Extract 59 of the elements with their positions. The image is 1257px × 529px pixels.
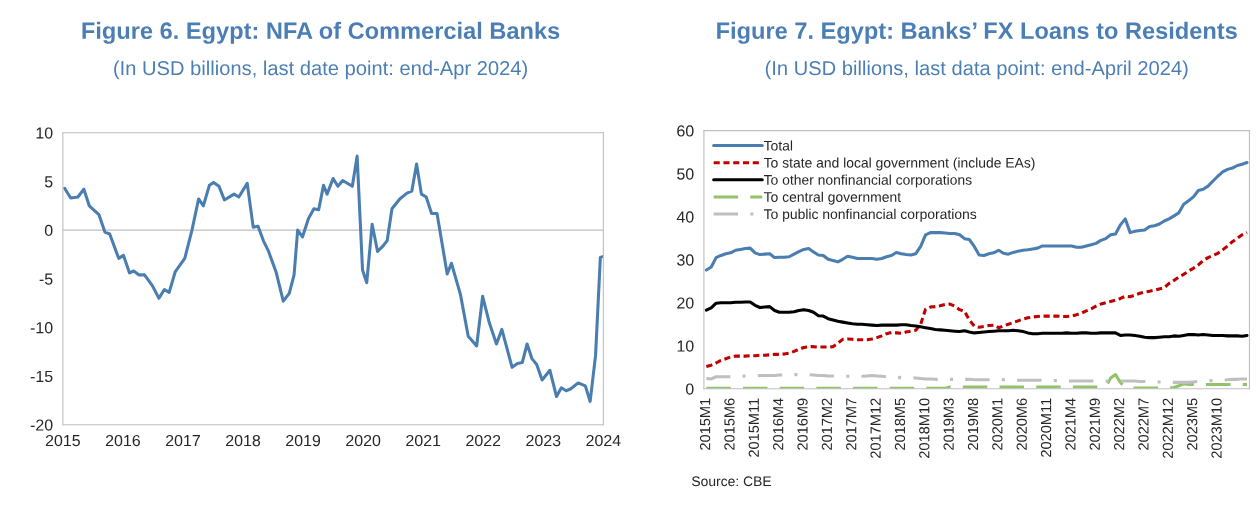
- line-series: [704, 300, 1249, 340]
- x-tick-label: 2018M5: [894, 398, 906, 450]
- x-tick-label: 2023M5: [1187, 398, 1198, 450]
- chart-subtitle: (In USD billions, last data point: end-April 2024): [765, 60, 1188, 80]
- x-tick-label: 2017M2: [821, 398, 833, 450]
- x-tick-label: 2020M11: [1040, 398, 1052, 457]
- y-tick-label: 0: [685, 383, 694, 395]
- x-tick-label: 2015M6: [724, 398, 735, 450]
- x-tick-label: 2015: [45, 434, 80, 447]
- chart-subtitle: (In USD billions, last date point: end-Apr 2024): [114, 60, 527, 80]
- y-tick-label: -20: [30, 419, 53, 431]
- x-tick-label: 2015M11: [748, 398, 759, 457]
- chart-title: Figure 6. Egypt: NFA of Commercial Banks: [82, 21, 560, 44]
- source-note: Source: CBE: [691, 476, 772, 487]
- x-tick-label: 2016M9: [797, 398, 808, 450]
- y-tick-label: -5: [39, 273, 53, 285]
- y-tick-label: 10: [36, 127, 53, 139]
- x-tick-label: 2022M12: [1162, 398, 1173, 458]
- x-tick-label: 2019M8: [967, 398, 979, 450]
- x-tick-label: 2020M6: [1016, 398, 1027, 450]
- y-tick-label: -15: [30, 370, 53, 383]
- x-tick-label: 2019M3: [943, 398, 954, 450]
- x-tick-label: 2016M4: [773, 398, 784, 450]
- y-tick-label: 0: [44, 224, 53, 237]
- line-series: [63, 154, 604, 403]
- x-tick-label: 2024: [586, 434, 621, 447]
- x-tick-label: 2023: [526, 434, 561, 447]
- x-tick-label: 2016: [105, 434, 140, 447]
- legend-label: To other nonfinancial corporations: [763, 174, 972, 188]
- x-tick-label: 2018M10: [919, 398, 930, 458]
- legend-label: Total: [763, 140, 793, 151]
- legend-label: To public nonfinancial corporations: [763, 208, 977, 222]
- legend-label: To state and local government (include EAs): [763, 157, 1035, 171]
- x-tick-label: 2017: [166, 434, 200, 447]
- x-tick-label: 2020: [346, 434, 381, 447]
- chart-title: Figure 7. Egypt: Banks’ FX Loans to Residents: [717, 21, 1237, 44]
- x-tick-label: 2019: [286, 434, 321, 447]
- y-tick-label: 60: [677, 125, 694, 137]
- x-tick-label: 2021M9: [1089, 398, 1100, 450]
- y-tick-label: 10: [677, 340, 694, 352]
- y-tick-label: 20: [677, 297, 694, 309]
- y-tick-label: 40: [676, 211, 694, 223]
- y-tick-label: 50: [677, 168, 694, 180]
- x-tick-label: 2021: [406, 434, 441, 447]
- x-tick-label: 2018: [226, 434, 261, 447]
- x-tick-label: 2022M7: [1138, 398, 1149, 450]
- y-tick-label: -10: [30, 322, 53, 334]
- x-tick-label: 2017M7: [846, 398, 857, 450]
- x-tick-label: 2017M12: [870, 398, 881, 458]
- x-tick-label: 2020M1: [992, 398, 1003, 450]
- x-tick-label: 2015M1: [699, 398, 711, 450]
- y-tick-label: 30: [677, 254, 694, 266]
- y-tick-label: 5: [44, 176, 53, 188]
- x-tick-label: 2023M10: [1211, 398, 1222, 458]
- x-tick-label: 2022: [466, 434, 501, 447]
- x-tick-label: 2021M4: [1065, 398, 1076, 450]
- legend-label: To central government: [763, 191, 901, 205]
- line-series: [704, 231, 1249, 368]
- x-tick-label: 2022M2: [1113, 398, 1125, 450]
